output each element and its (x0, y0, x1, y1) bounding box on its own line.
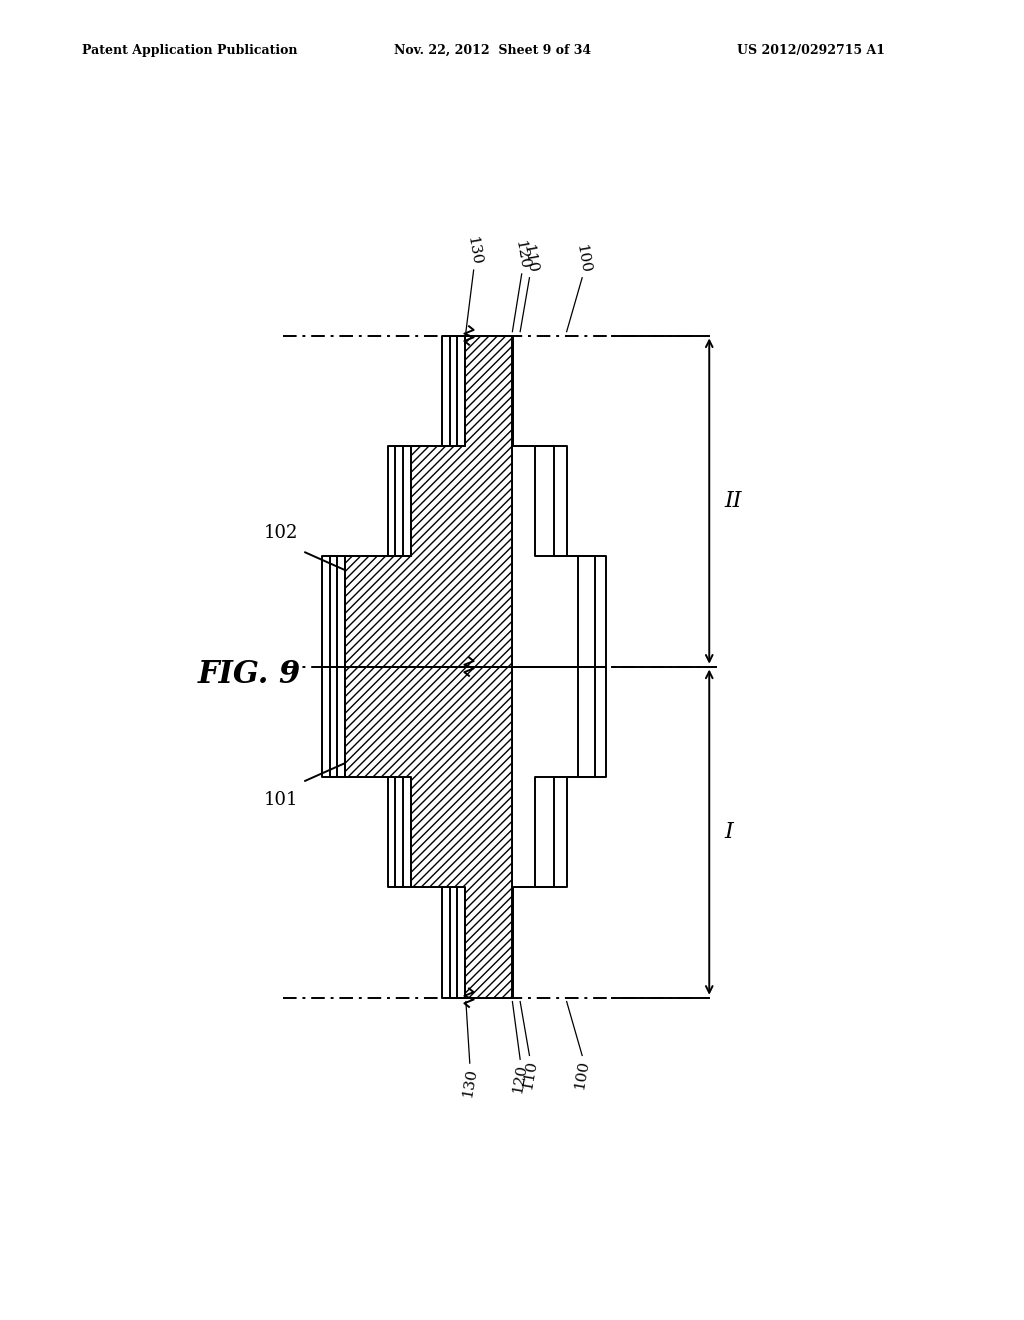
Text: 100: 100 (572, 1059, 592, 1090)
Text: 120: 120 (512, 239, 531, 271)
Polygon shape (345, 667, 512, 998)
Text: 110: 110 (520, 243, 539, 275)
Text: II: II (725, 490, 742, 512)
Polygon shape (345, 335, 512, 667)
Text: FIG. 9: FIG. 9 (198, 659, 301, 690)
Text: 130: 130 (464, 235, 483, 267)
Text: 130: 130 (461, 1067, 479, 1098)
Text: US 2012/0292715 A1: US 2012/0292715 A1 (737, 44, 886, 57)
Text: 110: 110 (520, 1059, 539, 1090)
Text: Patent Application Publication: Patent Application Publication (82, 44, 297, 57)
Text: I: I (725, 821, 733, 843)
Text: 101: 101 (264, 792, 299, 809)
Text: Nov. 22, 2012  Sheet 9 of 34: Nov. 22, 2012 Sheet 9 of 34 (394, 44, 592, 57)
Text: 120: 120 (511, 1063, 529, 1094)
Text: 100: 100 (572, 243, 592, 275)
Text: 102: 102 (264, 524, 299, 543)
